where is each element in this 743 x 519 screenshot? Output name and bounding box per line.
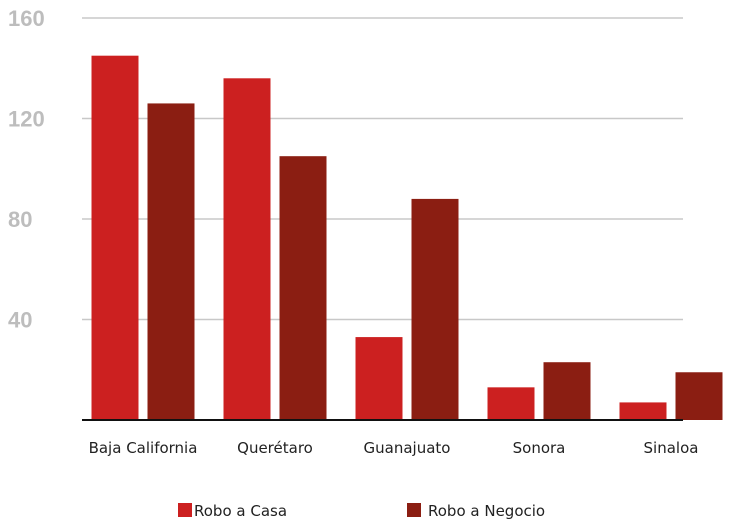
bar-robo-a-casa — [487, 387, 535, 420]
bar-robo-a-negocio — [675, 372, 723, 420]
x-tick-label: Sonora — [513, 439, 566, 457]
bar-robo-a-casa — [619, 402, 667, 420]
x-tick-label: Sinaloa — [644, 439, 699, 457]
legend-swatch — [407, 503, 421, 517]
legend: Robo a Casa Robo a Negocio — [178, 502, 545, 519]
x-axis-ticks: Baja California Querétaro Guanajuato Sonora… — [89, 439, 699, 457]
bar-robo-a-negocio — [543, 362, 591, 420]
y-axis-ticks: 40 80 120 160 — [8, 6, 45, 333]
bar-robo-a-negocio — [147, 103, 195, 421]
y-tick-label: 160 — [8, 6, 45, 31]
legend-label: Robo a Casa — [194, 502, 287, 519]
bar-robo-a-casa — [355, 337, 403, 420]
legend-label: Robo a Negocio — [428, 502, 545, 519]
y-tick-label: 120 — [8, 107, 45, 132]
legend-swatch — [178, 503, 192, 517]
bar-robo-a-casa — [91, 55, 139, 420]
x-tick-label: Querétaro — [237, 439, 313, 457]
y-tick-label: 40 — [8, 308, 32, 333]
bar-robo-a-negocio — [279, 156, 327, 420]
x-tick-label: Baja California — [89, 439, 198, 457]
bar-robo-a-casa — [223, 78, 271, 421]
y-tick-label: 80 — [8, 207, 32, 232]
bar-robo-a-negocio — [411, 198, 459, 420]
x-tick-label: Guanajuato — [364, 439, 451, 457]
bars — [91, 55, 723, 421]
